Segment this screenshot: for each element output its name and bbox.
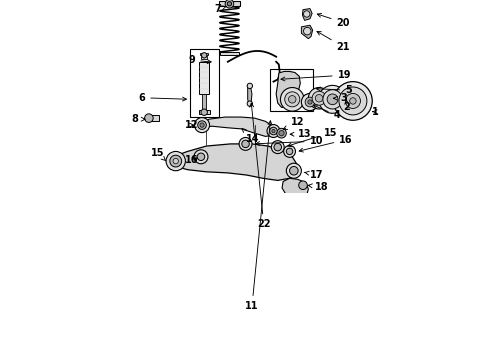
Text: 16: 16 — [299, 135, 353, 152]
Circle shape — [303, 27, 311, 35]
Circle shape — [194, 150, 208, 164]
Text: 2: 2 — [343, 100, 350, 112]
Circle shape — [270, 127, 277, 135]
Text: 12: 12 — [185, 120, 198, 130]
Text: 4: 4 — [314, 105, 340, 121]
Circle shape — [299, 181, 307, 190]
Circle shape — [303, 11, 310, 17]
Circle shape — [284, 145, 295, 157]
Text: 8: 8 — [131, 114, 145, 124]
Circle shape — [247, 101, 252, 106]
Text: 10: 10 — [256, 136, 323, 146]
Circle shape — [272, 129, 275, 132]
Polygon shape — [176, 144, 297, 180]
Bar — [220, 52, 239, 55]
Circle shape — [198, 121, 206, 129]
Bar — [270, 69, 313, 111]
Text: 17: 17 — [304, 170, 323, 180]
Polygon shape — [247, 85, 252, 106]
Circle shape — [271, 141, 284, 154]
Circle shape — [289, 95, 296, 103]
Circle shape — [301, 94, 319, 111]
Text: 5: 5 — [317, 85, 352, 95]
Circle shape — [227, 1, 232, 6]
Circle shape — [200, 123, 204, 127]
Circle shape — [312, 91, 326, 105]
Polygon shape — [302, 9, 312, 21]
Circle shape — [305, 97, 315, 107]
Circle shape — [201, 53, 207, 58]
Circle shape — [327, 94, 338, 105]
Text: 1: 1 — [372, 107, 379, 117]
Circle shape — [195, 118, 210, 132]
Circle shape — [239, 138, 252, 150]
Circle shape — [201, 109, 207, 116]
Text: 19: 19 — [281, 70, 351, 81]
Circle shape — [242, 140, 249, 148]
Text: 18: 18 — [308, 182, 329, 192]
Bar — [201, 57, 207, 59]
Text: 20: 20 — [318, 13, 350, 28]
Circle shape — [318, 85, 346, 113]
Bar — [202, 94, 206, 110]
Circle shape — [170, 155, 182, 167]
Text: 9: 9 — [189, 55, 211, 65]
Text: 7: 7 — [214, 4, 226, 14]
Circle shape — [290, 166, 298, 175]
Polygon shape — [276, 71, 300, 107]
Circle shape — [267, 125, 280, 138]
Circle shape — [350, 98, 356, 104]
Circle shape — [286, 148, 293, 155]
Circle shape — [345, 94, 361, 108]
Text: 21: 21 — [317, 31, 350, 52]
Circle shape — [166, 152, 185, 171]
Text: 13: 13 — [290, 129, 311, 139]
Bar — [200, 53, 208, 55]
Bar — [199, 62, 209, 94]
Text: 16: 16 — [185, 155, 198, 165]
Text: 14: 14 — [242, 129, 260, 144]
Circle shape — [308, 87, 330, 109]
Bar — [199, 110, 210, 114]
Circle shape — [173, 158, 178, 164]
Circle shape — [323, 90, 342, 109]
Bar — [149, 116, 159, 121]
Circle shape — [286, 163, 301, 178]
Polygon shape — [202, 117, 276, 136]
Circle shape — [285, 92, 300, 107]
Circle shape — [279, 130, 284, 136]
Polygon shape — [301, 25, 313, 39]
Circle shape — [280, 87, 304, 111]
Circle shape — [308, 100, 312, 104]
Circle shape — [316, 95, 323, 102]
Circle shape — [339, 87, 367, 115]
Circle shape — [334, 82, 372, 120]
Text: 12: 12 — [283, 117, 304, 129]
Circle shape — [277, 128, 286, 138]
Circle shape — [247, 83, 252, 89]
Circle shape — [274, 143, 282, 151]
Polygon shape — [282, 178, 308, 199]
Text: 15: 15 — [151, 148, 166, 161]
Text: 6: 6 — [139, 93, 187, 103]
Text: 3: 3 — [334, 93, 346, 103]
Text: 22: 22 — [250, 103, 270, 229]
Text: 11: 11 — [245, 121, 272, 311]
Bar — [219, 1, 240, 6]
Bar — [190, 49, 219, 117]
Circle shape — [197, 153, 205, 161]
Circle shape — [225, 0, 234, 8]
Circle shape — [145, 114, 153, 122]
Text: 15: 15 — [288, 128, 337, 147]
